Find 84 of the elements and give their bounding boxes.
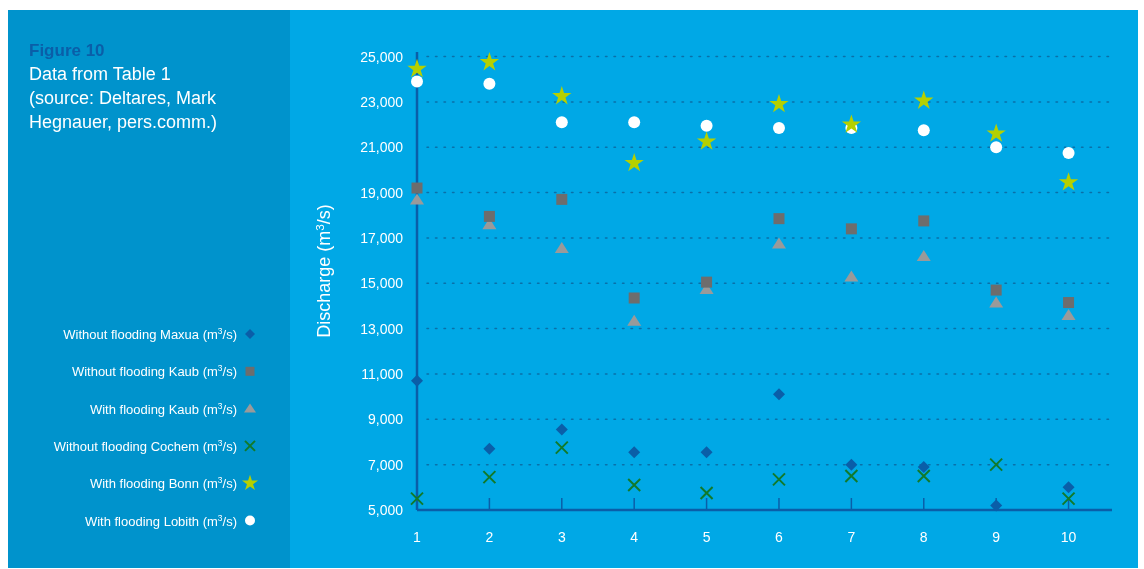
point (555, 116, 568, 129)
point (701, 276, 713, 288)
x-tick-label: 9 (992, 529, 1001, 545)
point (990, 141, 1003, 154)
point (700, 446, 713, 459)
point (845, 458, 858, 471)
x-tick-label: 4 (630, 529, 639, 545)
point (917, 460, 930, 473)
legend-label: Without flooding Cochem (m$^{3}$/s) (53, 437, 237, 454)
point (772, 388, 785, 401)
y-tick-label: 7,000 (367, 456, 404, 473)
point (410, 491, 424, 506)
point (479, 52, 500, 71)
point (986, 123, 1006, 142)
point (916, 250, 931, 262)
point (1063, 297, 1075, 309)
point (555, 423, 568, 436)
point (1062, 481, 1075, 494)
y-tick-label: 9,000 (367, 411, 404, 428)
point (628, 446, 641, 459)
x-tick-label: 7 (847, 529, 856, 545)
x-tick-label: 3 (557, 529, 566, 545)
point (1061, 309, 1076, 321)
x-tick-label: 10 (1060, 529, 1077, 545)
point (407, 58, 427, 78)
legend-label: Without flooding Maxua (m$^{3}$/s) (63, 326, 237, 342)
point (990, 284, 1002, 296)
point (918, 215, 930, 227)
point (554, 242, 569, 254)
point (483, 442, 496, 455)
x-tick-label: 1 (413, 529, 422, 545)
y-tick-label: 25,000 (360, 48, 404, 65)
point (771, 472, 786, 487)
point (771, 237, 786, 249)
point (411, 75, 423, 88)
legend-label: Without flooding Kaub (m$^{3}$/s) (71, 363, 237, 380)
x-tick-label: 5 (702, 529, 711, 545)
point (483, 210, 495, 222)
point (627, 478, 642, 493)
point (844, 468, 859, 483)
point (916, 468, 931, 483)
y-tick-label: 13,000 (360, 320, 404, 337)
y-tick-label: 23,000 (360, 93, 404, 110)
point (696, 131, 717, 150)
point (845, 223, 857, 235)
point (700, 119, 713, 132)
point (990, 499, 1003, 512)
legend-label: With flooding Lobith (m$^{3}$/s) (84, 512, 237, 529)
point (624, 152, 644, 172)
y-tick-label: 17,000 (360, 229, 404, 246)
point (556, 193, 568, 205)
y-tick-label: 19,000 (360, 184, 404, 201)
point (628, 116, 641, 129)
point (1061, 491, 1076, 506)
point (411, 182, 423, 194)
point (841, 114, 862, 133)
point (772, 121, 785, 134)
point (914, 90, 934, 109)
x-tick-label: 2 (485, 529, 494, 545)
text: Data from Table 1 (source: Deltares, Mark Hegnauer, pers.comm.) (29, 64, 218, 132)
point (627, 314, 642, 326)
point (552, 86, 572, 105)
point (1058, 172, 1079, 191)
point (989, 296, 1004, 308)
y-tick-label: 5,000 (367, 502, 404, 518)
point (483, 77, 496, 90)
y-tick-label: 21,000 (360, 139, 404, 156)
point (554, 440, 569, 455)
legend-label: With flooding Kaub (m$^{3}$/s) (89, 400, 237, 417)
y-tick-label: 15,000 (360, 275, 404, 292)
legend-label: With flooding Bonn (m$^{3}$/s) (89, 475, 237, 492)
point (1062, 146, 1075, 159)
point (769, 94, 789, 113)
point (773, 213, 785, 225)
point (628, 292, 640, 304)
x-tick-label: 8 (919, 529, 928, 545)
point (410, 193, 424, 205)
point (989, 457, 1004, 472)
point (482, 470, 497, 485)
x-tick-label: 6 (775, 529, 784, 545)
point (699, 486, 714, 500)
point (917, 124, 930, 137)
point (844, 270, 859, 282)
y-tick-label: 11,000 (361, 365, 404, 382)
